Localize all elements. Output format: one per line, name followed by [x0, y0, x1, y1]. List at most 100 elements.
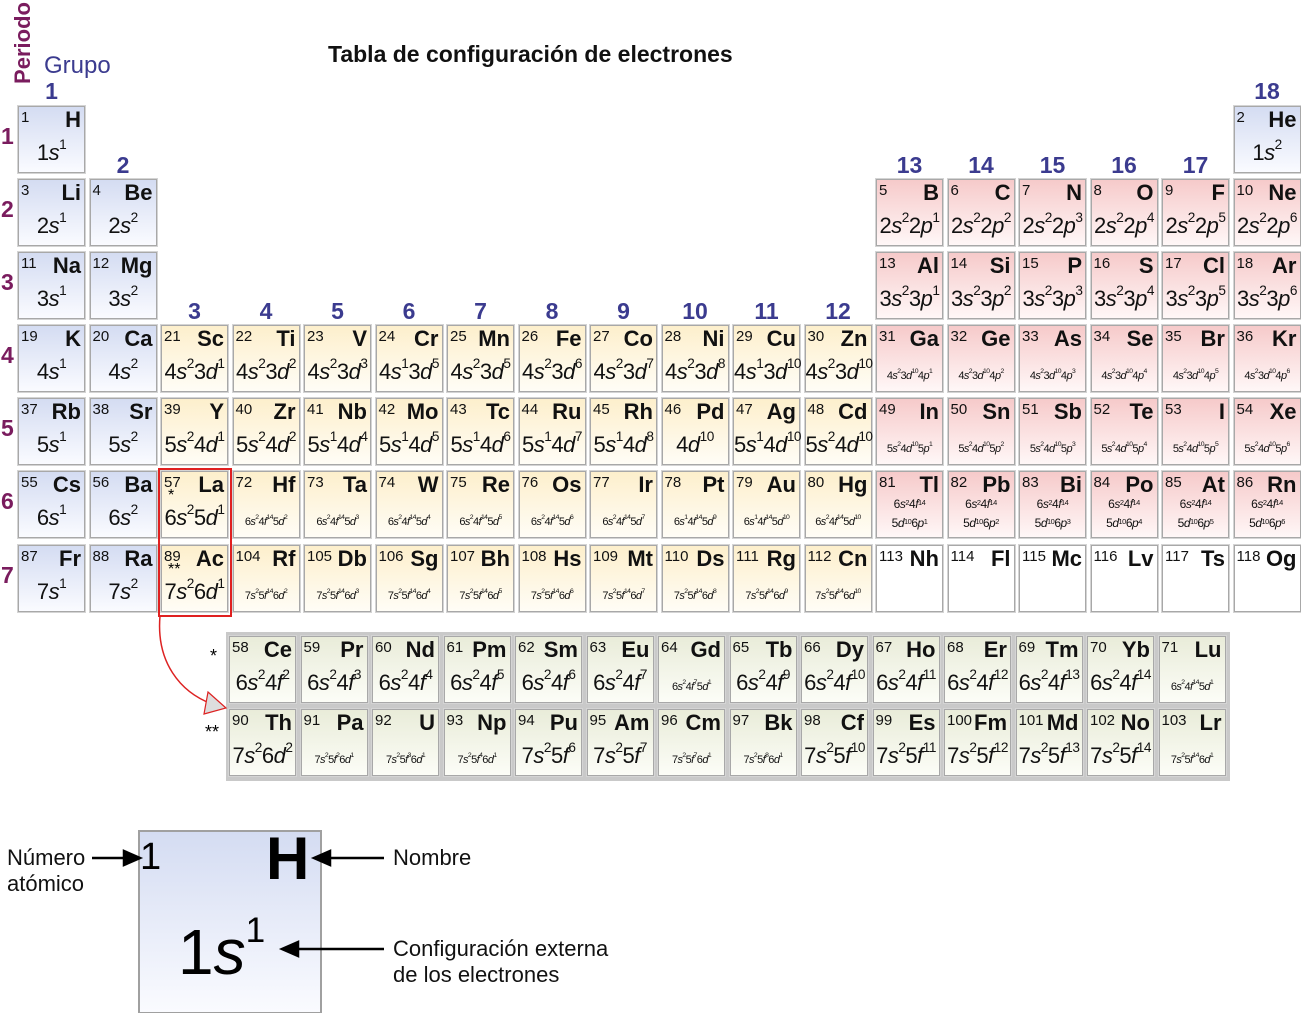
element-cell-sn: 50 Sn 5s24d105p2	[947, 398, 1015, 465]
element-cell-er: 68 Er 6s24f12	[944, 636, 1011, 703]
element-cell-v: 23 V 4s23d3	[304, 325, 371, 392]
element-cell-bh: 107 Bh 7s25f146d5	[447, 545, 514, 612]
element-cell-co: 27 Co 4s23d7	[590, 325, 657, 392]
electron-configuration: 6s24f145d5	[459, 514, 502, 528]
element-symbol: U	[419, 710, 435, 735]
element-cell-sb: 51 Sb 5s24d105p3	[1019, 398, 1086, 465]
electron-configuration: 5s14d5	[379, 429, 439, 457]
atomic-number: 117	[1165, 548, 1189, 565]
element-symbol: Rb	[51, 399, 81, 424]
electron-configuration: 3s23p6	[1237, 283, 1297, 311]
group-label-17: 17	[1182, 152, 1209, 178]
element-symbol: Th	[265, 710, 292, 735]
legend-number-label: Número atómico	[7, 845, 86, 896]
legend-config-label-1: Configuración externa	[393, 936, 609, 961]
electron-configuration: 6s24f3	[307, 667, 361, 695]
element-cell-th: 90 Th 7s26d2	[229, 709, 296, 776]
element-cell-cu: 29 Cu 4s13d10	[733, 325, 801, 392]
atomic-number: 101	[1018, 712, 1044, 729]
element-cell-br: 35 Br 4s23d104p5	[1162, 325, 1229, 392]
atomic-number: 66	[804, 639, 821, 656]
atomic-number: 17	[1165, 255, 1182, 272]
electron-configuration: 6s24f145d1	[1170, 679, 1214, 693]
atomic-number: 58	[232, 639, 249, 656]
electron-configuration: 5s1	[36, 429, 67, 457]
atomic-number: 62	[518, 639, 535, 656]
period-label-6: 6	[1, 488, 14, 514]
series-marker: **	[168, 561, 181, 578]
element-cell-cs: 55 Cs 6s1	[18, 471, 85, 538]
element-symbol: Lv	[1127, 546, 1154, 571]
electron-configuration: 7s25f146d9	[745, 588, 788, 602]
electron-configuration: 7s25f76d1	[671, 752, 712, 766]
group-label-13: 13	[896, 152, 923, 178]
element-symbol: Sm	[543, 637, 578, 662]
element-symbol: Al	[917, 253, 939, 278]
electron-configuration: 6s24f10	[804, 667, 865, 695]
element-cell-rf: 104 Rf 7s25f146d2	[232, 545, 300, 612]
atomic-number: 79	[736, 474, 753, 491]
element-cell-rb: 37 Rb 5s1	[18, 398, 85, 465]
atomic-number: 69	[1018, 639, 1036, 656]
atomic-number: 95	[589, 712, 607, 729]
element-symbol: Pm	[472, 637, 507, 662]
electron-configuration: 3s23p2	[951, 283, 1011, 311]
atomic-number: 25	[450, 328, 467, 345]
element-symbol: Ag	[766, 399, 796, 424]
lanthanide-marker: *	[210, 646, 218, 666]
element-symbol: Ts	[1200, 546, 1225, 571]
element-symbol: W	[417, 472, 439, 497]
electron-configuration: 4s2	[108, 356, 138, 384]
electron-configuration: 4s23d104p3	[1029, 368, 1076, 382]
element-symbol: Np	[477, 710, 507, 735]
electron-configuration: 2s22p1	[879, 210, 940, 238]
atomic-number: 104	[235, 548, 261, 565]
atomic-number: 26	[521, 328, 539, 345]
atomic-number: 73	[307, 474, 324, 491]
legend-symbol-label: Nombre	[393, 845, 472, 870]
electron-configuration: 5s24d105p4	[1101, 441, 1147, 455]
element-symbol: Ac	[195, 546, 224, 571]
electron-configuration: 6s24f145d10	[815, 514, 861, 528]
element-cell-fm: 100 Fm 7s25f12	[944, 709, 1011, 776]
element-cell-tc: 43 Tc 5s14d6	[447, 398, 514, 465]
atomic-number: 57	[164, 474, 181, 491]
element-cell-ta: 73 Ta 6s24f145d3	[304, 471, 371, 538]
atomic-number: 80	[807, 474, 825, 491]
electron-configuration: 4s23d7	[593, 356, 654, 384]
electron-configuration: 2s22p4	[1094, 210, 1154, 238]
element-cell-hs: 108 Hs 7s25f146d6	[518, 545, 586, 612]
atomic-number: 27	[593, 328, 610, 345]
element-symbol: Cd	[838, 399, 868, 424]
atomic-number: 90	[232, 712, 249, 729]
electron-configuration: 5s24d1	[164, 429, 225, 457]
atomic-number: 113	[879, 548, 903, 565]
group-label-4: 4	[259, 298, 273, 324]
atomic-number: 108	[521, 548, 547, 565]
element-symbol: Bi	[1060, 472, 1082, 497]
element-cell-fl: 114 Fl	[947, 545, 1015, 612]
element-symbol: Fr	[59, 546, 81, 571]
electron-configuration: 6s24f4	[378, 667, 433, 695]
atomic-number: 39	[164, 401, 181, 418]
element-symbol: Tb	[765, 637, 793, 662]
electron-configuration: 4s23d2	[236, 356, 296, 384]
atomic-number: 52	[1093, 401, 1111, 418]
electron-configuration: 4s23d1	[164, 356, 225, 384]
element-cell-sg: 106 Sg 7s25f146d4	[375, 545, 443, 612]
element-cell-h: 1 H 1s1	[18, 106, 85, 173]
electron-configuration: 7s25f146d4	[387, 588, 431, 602]
atomic-number: 10	[1236, 182, 1254, 199]
element-cell-nb: 41 Nb 5s14d4	[304, 398, 371, 465]
electron-configuration: 6s24f6	[521, 667, 576, 695]
electron-configuration: 6s24f14 5d106p3	[1034, 497, 1071, 530]
element-symbol: Eu	[621, 637, 650, 662]
period-label-7: 7	[1, 562, 14, 588]
element-cell-f: 9 F 2s22p5	[1162, 179, 1229, 246]
element-cell-bk: 97 Bk 7s25f86d1	[729, 709, 797, 776]
actinide-marker: **	[205, 722, 220, 742]
electron-configuration: 6s14f145d10	[743, 514, 790, 528]
element-cell-yb: 70 Yb 6s24f14	[1087, 636, 1154, 703]
group-label-14: 14	[968, 152, 994, 178]
element-symbol: Cs	[52, 472, 81, 497]
